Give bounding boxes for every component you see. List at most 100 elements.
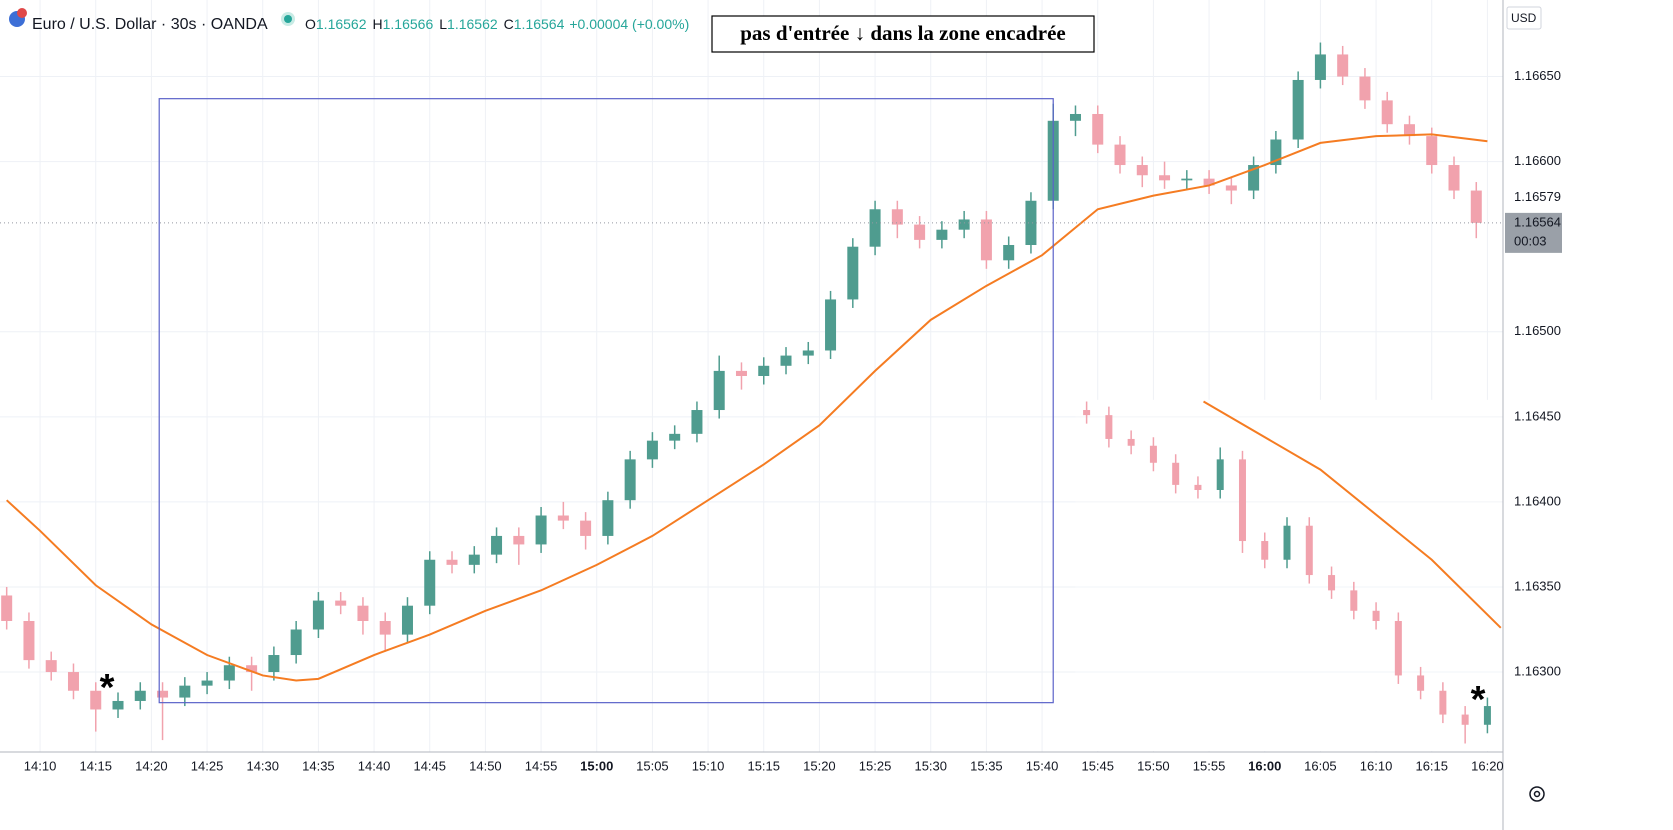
x-tick-label: 14:25	[191, 758, 224, 773]
candle-body	[1136, 165, 1148, 176]
candle-body	[624, 459, 636, 501]
x-tick-label: 14:15	[79, 758, 112, 773]
candle-body	[1439, 690, 1447, 715]
x-tick-label: 15:20	[803, 758, 836, 773]
candle-body	[1359, 76, 1371, 101]
candle-body	[1328, 575, 1336, 591]
y-tick-label: 1.16300	[1514, 663, 1561, 678]
inset-background	[1075, 399, 1502, 751]
candle-body	[1403, 124, 1415, 137]
y-tick-label: 1.16400	[1514, 493, 1561, 508]
symbol-title: Euro / U.S. Dollar · 30s · OANDA	[32, 16, 268, 33]
candle-body	[825, 299, 837, 351]
candle-body	[713, 370, 725, 411]
x-tick-label: 14:35	[302, 758, 335, 773]
candle-body	[1238, 459, 1246, 542]
marker: *	[100, 667, 115, 709]
ohlc-value: 1.16562	[316, 16, 367, 32]
candle-body	[67, 672, 79, 691]
candle-body	[23, 620, 35, 661]
ohlc-key: O	[305, 16, 316, 32]
candle-body	[1149, 445, 1157, 463]
candle-body	[112, 700, 124, 710]
settings-icon[interactable]	[1533, 790, 1541, 798]
ohlc-value: 1.16566	[383, 16, 434, 32]
candle-body	[1394, 620, 1402, 676]
candle-body	[1314, 54, 1326, 80]
candle-body	[290, 629, 302, 656]
candle-body	[1114, 144, 1126, 166]
candle-body	[491, 535, 503, 555]
y-tick-label: 1.16650	[1514, 68, 1561, 83]
candle-body	[914, 224, 926, 240]
ohlc-value: 1.16562	[447, 16, 498, 32]
candle-body	[735, 370, 747, 376]
candle-body	[535, 515, 547, 545]
ohlc-value: 1.16564	[514, 16, 565, 32]
candle-body	[1448, 165, 1460, 191]
ohlc-key: L	[439, 16, 447, 32]
candle-body	[446, 559, 458, 565]
settings-button[interactable]	[1529, 786, 1545, 802]
marker-price-label: 1.16579	[1514, 189, 1561, 204]
candle-body	[1381, 100, 1393, 125]
y-tick-label: 1.16600	[1514, 153, 1561, 168]
ohlc: O1.16562 H1.16566 L1.16562 C1.16564 +0.00004…	[305, 16, 689, 32]
marker: *	[1471, 679, 1486, 721]
x-tick-label: 14:20	[135, 758, 168, 773]
candle-body	[513, 535, 525, 545]
x-tick-label: 15:00	[580, 758, 613, 773]
candle-body	[223, 665, 235, 681]
candle-body	[45, 660, 57, 673]
settings-icon[interactable]	[1529, 786, 1545, 802]
candle-body	[90, 690, 102, 710]
candle-body	[1172, 462, 1180, 485]
axes: 14:10 14:15 14:20 14:25 14:30 14:35 14:40 14:45…	[24, 68, 1562, 773]
zone-box	[158, 98, 1054, 704]
x-tick-label: 16:15	[1415, 758, 1448, 773]
x-tick-label: 15:40	[1026, 758, 1059, 773]
x-tick-label: 15:45	[1081, 758, 1114, 773]
candle-body	[1417, 675, 1425, 691]
annotation-box	[711, 15, 1095, 53]
candle-body	[1216, 459, 1224, 490]
annotation: pas d'entrée ↓ dans la zone encadrée	[740, 21, 1065, 45]
candle-body	[1083, 410, 1091, 416]
last-price-box	[1505, 212, 1562, 253]
x-tick-label: 15:35	[970, 758, 1003, 773]
x-tick-label: 15:15	[747, 758, 780, 773]
x-tick-label: 16:10	[1360, 758, 1393, 773]
candle-body	[691, 410, 703, 434]
x-tick-label: 14:30	[246, 758, 279, 773]
candle-body	[1069, 113, 1081, 121]
candle-body	[312, 600, 324, 630]
candle-body	[1, 595, 13, 621]
candle-body	[1203, 178, 1215, 186]
candle-body	[1225, 185, 1237, 191]
header: Euro / U.S. Dollar · 30s · OANDA O1.1656…	[9, 8, 689, 33]
candle-body	[1025, 200, 1037, 245]
x-tick-label: 14:10	[24, 758, 57, 773]
candle-body	[1127, 438, 1135, 446]
plot	[1, 42, 1488, 741]
candle-body	[1105, 415, 1113, 439]
x-tick-label: 14:40	[358, 758, 391, 773]
candle-body	[268, 655, 280, 673]
x-tick-label: 15:25	[859, 758, 892, 773]
x-tick-label: 15:50	[1137, 758, 1170, 773]
y-tick-label: 1.16450	[1514, 408, 1561, 423]
x-tick-label: 16:05	[1304, 758, 1337, 773]
candle-body	[1461, 714, 1469, 725]
inset	[1075, 399, 1503, 751]
x-tick-label: 14:45	[413, 758, 446, 773]
currency-button[interactable]	[1506, 6, 1542, 30]
candle-body	[379, 620, 391, 635]
candle-body	[646, 440, 658, 460]
candle-body	[157, 690, 169, 698]
candle-body	[1248, 165, 1260, 191]
candle-body	[869, 209, 881, 247]
candle-body	[246, 665, 258, 673]
y-tick-label: 1.16500	[1514, 323, 1561, 338]
x-tick-label: 14:55	[525, 758, 558, 773]
currency-label[interactable]: USD	[1511, 11, 1537, 25]
